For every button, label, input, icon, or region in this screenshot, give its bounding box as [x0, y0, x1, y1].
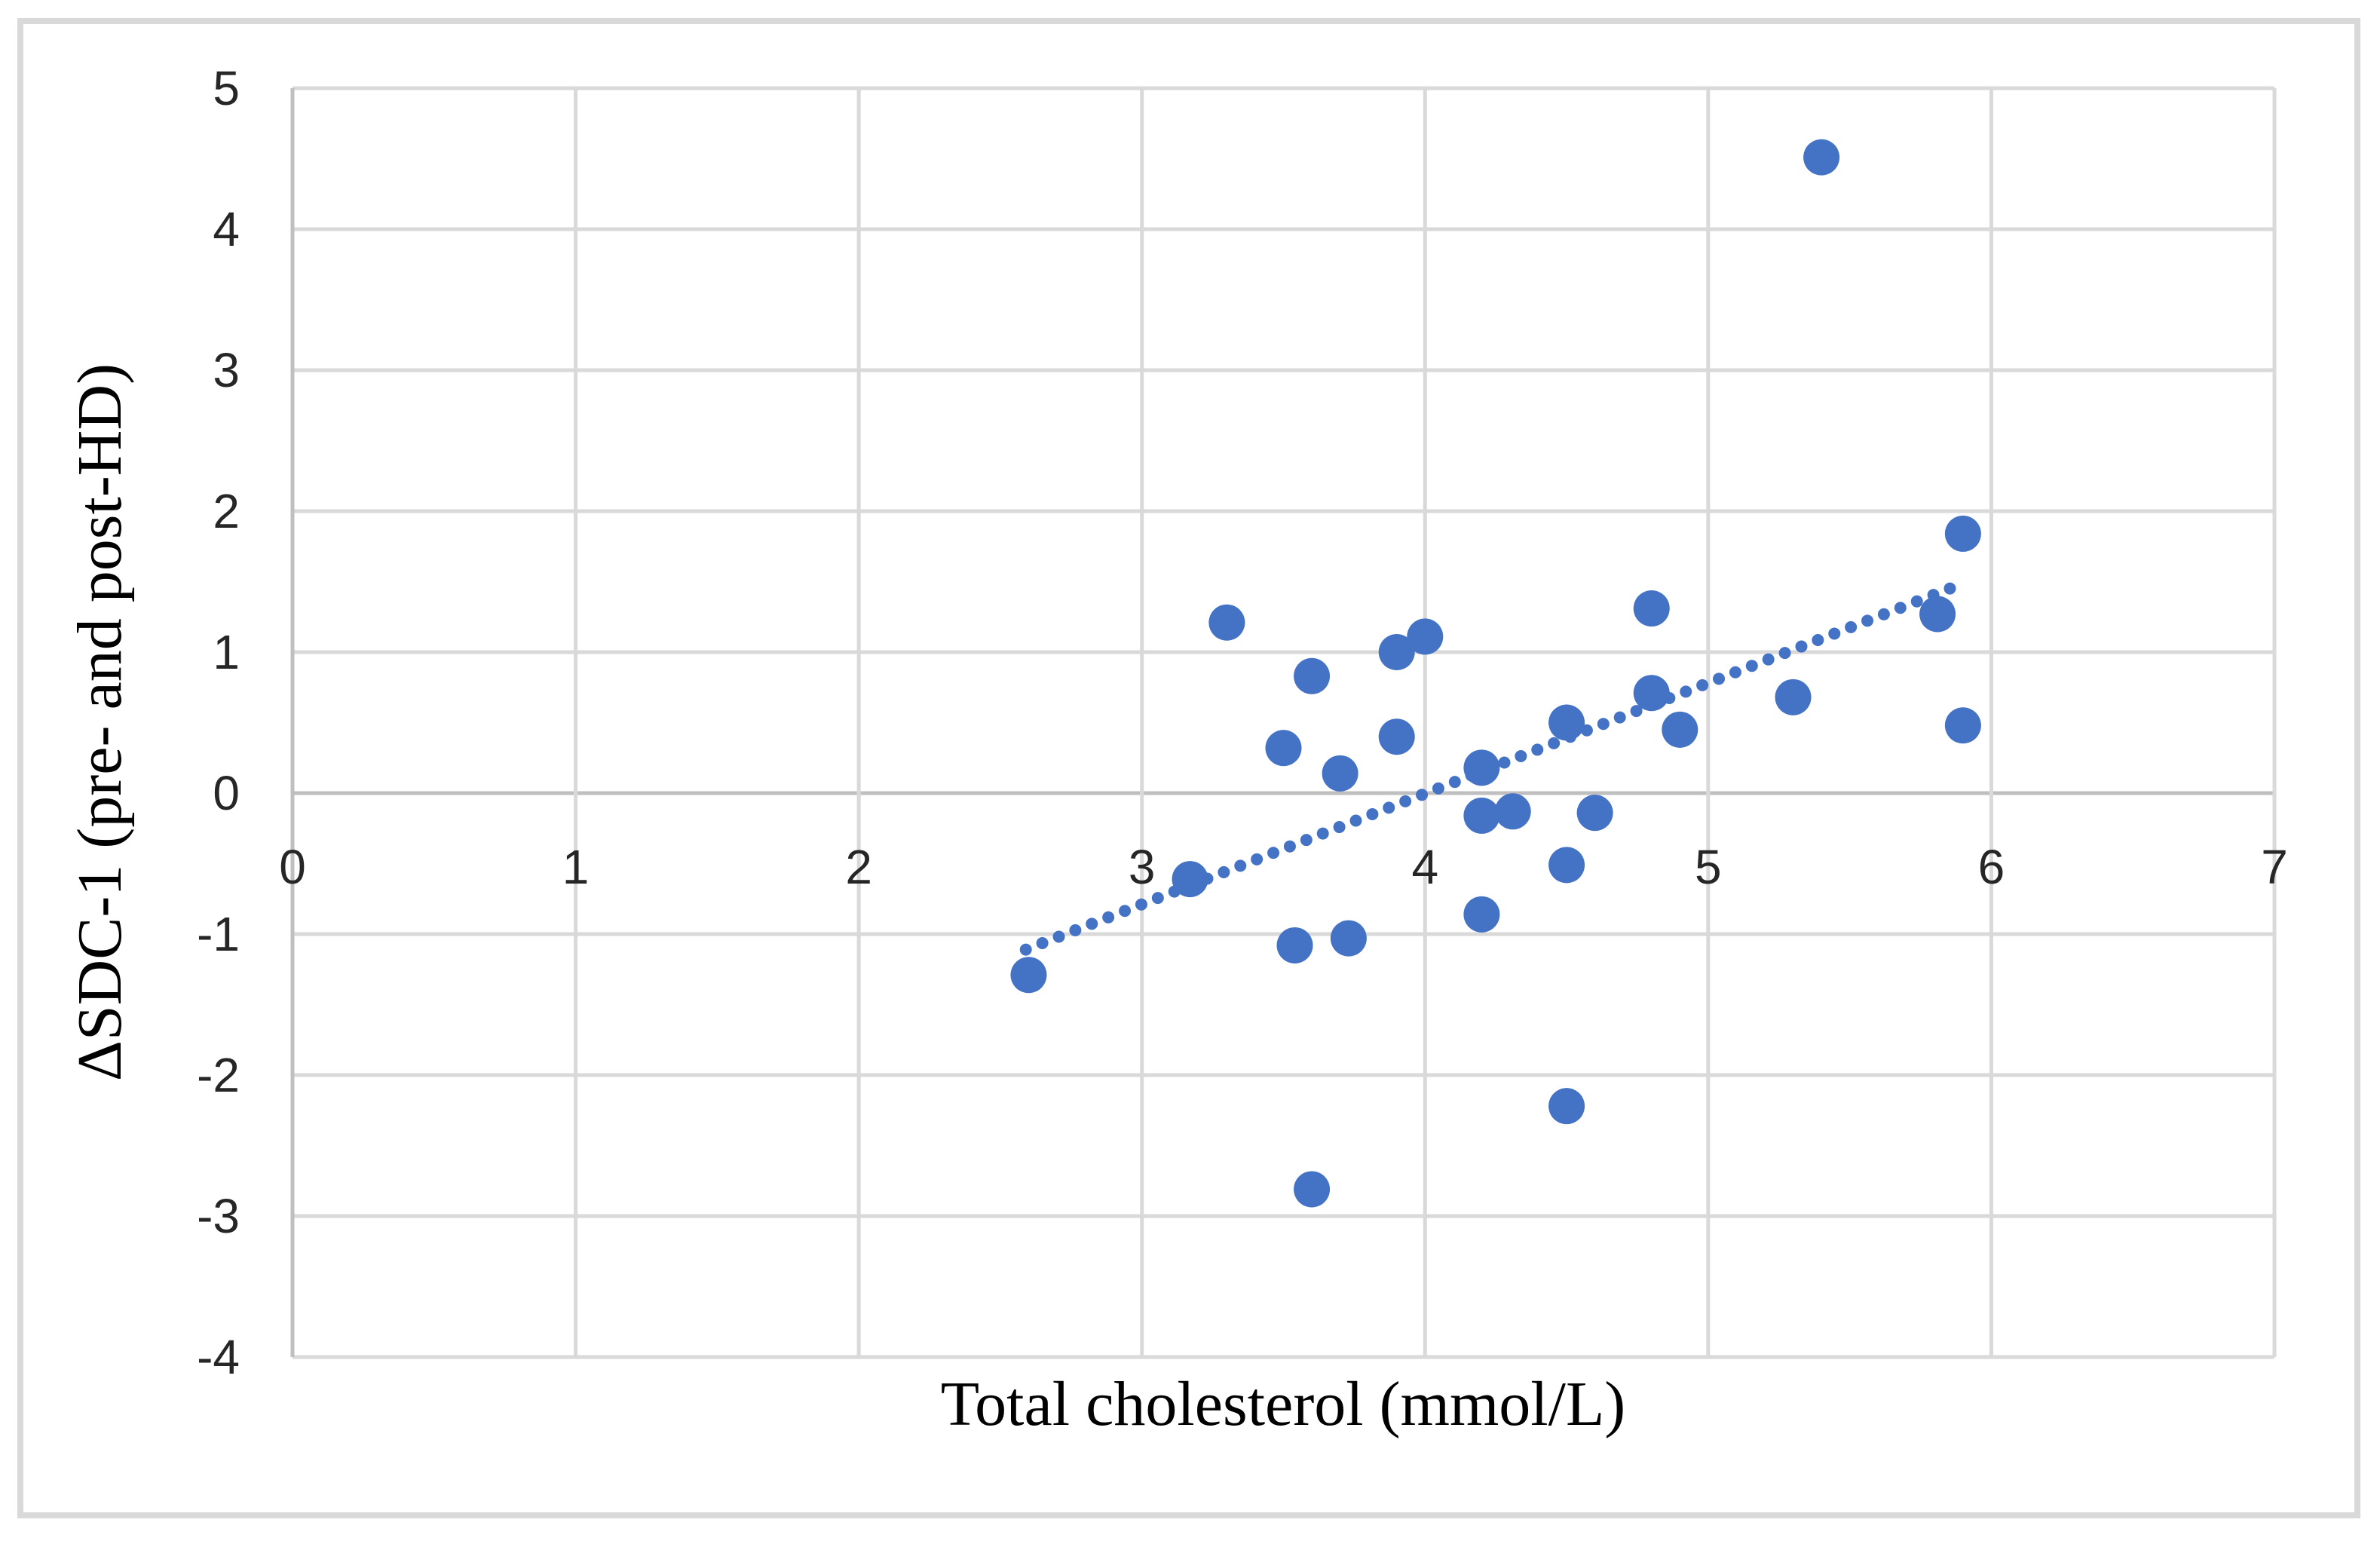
y-tick-label: -4 [197, 1330, 240, 1384]
data-point [1576, 795, 1613, 832]
y-tick-label: 2 [213, 484, 240, 538]
data-point [1548, 1088, 1585, 1125]
y-tick-label: -1 [197, 907, 240, 961]
data-point [1944, 707, 1981, 744]
data-point [1463, 896, 1500, 933]
data-point [1803, 139, 1840, 176]
data-point [1208, 604, 1245, 641]
x-tick-label: 1 [562, 840, 590, 894]
data-point [1494, 793, 1531, 830]
data-point [1378, 634, 1415, 670]
y-tick-label: 0 [213, 766, 240, 820]
x-axis-title: Total cholesterol (mmol/L) [941, 1369, 1626, 1439]
y-tick-label: -2 [197, 1048, 240, 1102]
data-point [1633, 675, 1670, 712]
data-point [1463, 749, 1500, 786]
x-tick-label: 0 [279, 840, 306, 894]
data-point [1378, 718, 1415, 755]
data-point [1944, 515, 1981, 552]
y-axis-tick-labels: -4 -3 -2 -1 0 1 2 3 4 5 [197, 61, 240, 1384]
x-tick-label: 3 [1129, 840, 1156, 894]
data-point [1919, 596, 1956, 633]
data-point [1265, 730, 1302, 767]
data-point [1330, 920, 1367, 957]
y-tick-label: -3 [197, 1189, 240, 1243]
data-point [1407, 618, 1444, 655]
data-point [1322, 755, 1358, 792]
x-tick-label: 2 [845, 840, 872, 894]
y-tick-label: 1 [213, 625, 240, 679]
data-points [1010, 139, 1981, 1208]
data-point [1276, 927, 1313, 963]
data-point [1010, 957, 1047, 994]
y-tick-label: 5 [213, 61, 240, 115]
x-tick-label: 7 [2261, 840, 2288, 894]
data-point [1294, 1171, 1331, 1208]
y-axis-title: ΔSDC-1 (pre- and post-HD) [65, 363, 135, 1081]
figure-border [17, 18, 2360, 1518]
gridlines [290, 86, 2277, 1359]
data-point [1548, 704, 1585, 741]
x-axis-tick-labels: 0 1 2 3 4 5 6 7 [279, 840, 2288, 894]
data-point [1294, 657, 1331, 694]
data-point [1775, 679, 1812, 715]
y-tick-label: 3 [213, 343, 240, 397]
data-point [1633, 590, 1670, 627]
x-tick-label: 6 [1978, 840, 2005, 894]
x-tick-label: 4 [1411, 840, 1438, 894]
data-point [1548, 847, 1585, 884]
data-point [1662, 711, 1698, 748]
x-tick-label: 5 [1695, 840, 1722, 894]
data-point [1463, 797, 1500, 834]
data-point [1172, 861, 1208, 898]
y-tick-label: 4 [213, 202, 240, 256]
